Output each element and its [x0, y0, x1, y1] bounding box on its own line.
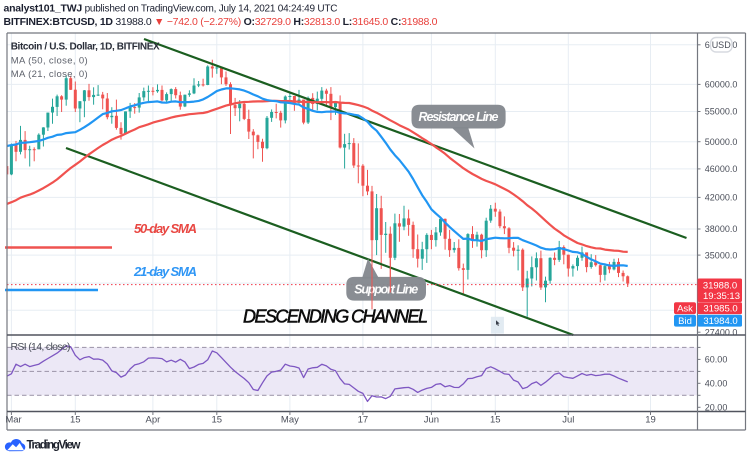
svg-text:TradingView: TradingView [27, 440, 81, 452]
svg-text:55000.0: 55000.0 [705, 107, 738, 117]
svg-text:analyst101_TWJ published on Tr: analyst101_TWJ published on TradingView.… [4, 3, 338, 15]
svg-text:Apr: Apr [146, 415, 161, 426]
svg-text:19:35:13: 19:35:13 [703, 291, 740, 302]
svg-text:19: 19 [645, 415, 656, 426]
svg-text:Ask: Ask [677, 303, 693, 314]
svg-text:40.00: 40.00 [705, 379, 728, 389]
svg-text:15: 15 [70, 415, 81, 426]
svg-text:Bitcoin / U.S. Dollar, 1D, BIT: Bitcoin / U.S. Dollar, 1D, BITFINEX [11, 42, 160, 53]
svg-text:Jul: Jul [562, 415, 574, 426]
svg-text:31988.0: 31988.0 [703, 281, 737, 292]
svg-text:31985.0: 31985.0 [703, 303, 737, 314]
svg-text:May: May [281, 415, 299, 426]
svg-text:50000.0: 50000.0 [705, 137, 738, 147]
svg-text:DESCENDING CHANNEL: DESCENDING CHANNEL [243, 307, 428, 327]
svg-text:35000.0: 35000.0 [705, 250, 738, 260]
svg-text:MA (50, close, 0): MA (50, close, 0) [11, 56, 88, 67]
svg-text:RSI (14, close): RSI (14, close) [11, 341, 71, 353]
svg-text:USD: USD [712, 40, 732, 50]
svg-text:21-day SMA: 21-day SMA [133, 264, 197, 279]
svg-text:42000.0: 42000.0 [705, 193, 738, 203]
svg-text:17: 17 [358, 415, 369, 426]
svg-text:15: 15 [490, 415, 501, 426]
svg-text:46000.0: 46000.0 [705, 164, 738, 174]
svg-text:31984.0: 31984.0 [703, 316, 737, 327]
svg-text:20.00: 20.00 [705, 403, 728, 413]
svg-text:38000.0: 38000.0 [705, 224, 738, 234]
svg-text:27400.0: 27400.0 [705, 327, 738, 337]
svg-text:Jun: Jun [424, 415, 439, 426]
svg-text:MA (21, close, 0): MA (21, close, 0) [11, 69, 88, 80]
svg-text:Support Line: Support Line [354, 282, 418, 296]
svg-text:60.00: 60.00 [705, 355, 728, 365]
svg-text:BITFINEX:BTCUSD, 1D 31988.0 ▼: BITFINEX:BTCUSD, 1D 31988.0 ▼ −742.0 (−2… [4, 16, 438, 28]
svg-text:Resistance Line: Resistance Line [419, 110, 499, 124]
svg-text:15: 15 [212, 415, 223, 426]
svg-text:Bid: Bid [678, 316, 692, 327]
svg-text:60000.0: 60000.0 [705, 80, 738, 90]
svg-text:50-day SMA: 50-day SMA [134, 221, 197, 236]
svg-text:Mar: Mar [5, 415, 21, 426]
